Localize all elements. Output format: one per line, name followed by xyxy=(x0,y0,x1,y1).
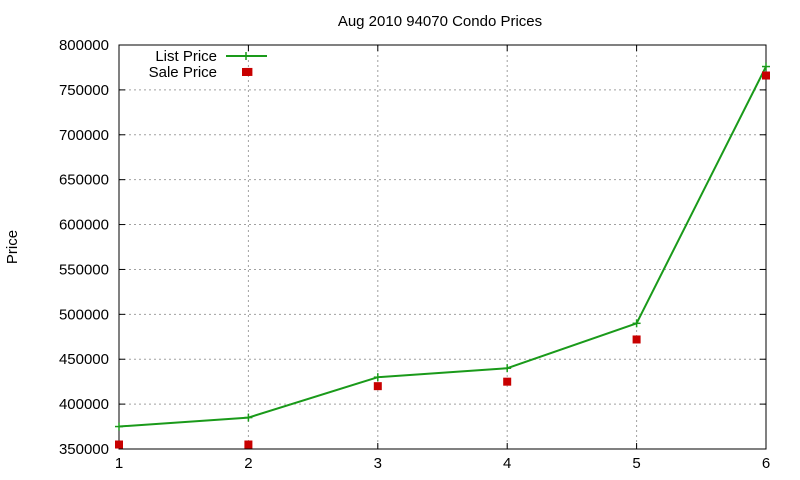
data-point xyxy=(632,335,641,344)
y-tick-labels: 350000 400000 450000 500000 550000 600000 6500… xyxy=(59,37,109,458)
y-axis-label: Price xyxy=(4,230,21,264)
legend-label: List Price xyxy=(155,48,217,65)
data-point xyxy=(115,422,123,431)
x-tick-labels: 1 2 3 4 5 6 xyxy=(115,455,770,472)
legend-marker xyxy=(242,52,250,60)
x-tick-label: 6 xyxy=(762,455,770,472)
data-point xyxy=(244,413,253,422)
series-line xyxy=(118,66,767,428)
y-tick-label: 750000 xyxy=(59,82,109,99)
axis-ticks xyxy=(118,44,767,450)
data-point xyxy=(762,71,770,80)
data-point xyxy=(503,377,512,386)
data-point xyxy=(762,62,770,71)
plot-frame xyxy=(118,44,767,450)
data-point xyxy=(503,364,512,373)
plot-border xyxy=(118,44,767,450)
data-point xyxy=(244,440,253,449)
x-tick-label: 1 xyxy=(115,455,123,472)
data-point xyxy=(632,319,641,328)
y-tick-label: 700000 xyxy=(59,127,109,144)
y-tick-label: 650000 xyxy=(59,172,109,189)
chart-title: Aug 2010 94070 Condo Prices xyxy=(338,13,542,30)
y-tick-label: 350000 xyxy=(59,441,109,458)
data-point xyxy=(373,382,382,391)
series-list-price xyxy=(115,62,770,431)
data-point xyxy=(373,373,382,382)
legend-marker xyxy=(242,68,250,76)
grid-lines xyxy=(119,45,766,449)
y-tick-label: 550000 xyxy=(59,261,109,278)
y-tick-label: 450000 xyxy=(59,351,109,368)
x-tick-label: 5 xyxy=(632,455,640,472)
y-tick-label: 500000 xyxy=(59,306,109,323)
legend-label: Sale Price xyxy=(149,64,217,81)
y-tick-label: 800000 xyxy=(59,37,109,54)
y-tick-label: 400000 xyxy=(59,396,109,413)
data-series xyxy=(115,62,770,449)
x-tick-label: 2 xyxy=(244,455,252,472)
x-tick-label: 4 xyxy=(503,455,511,472)
data-point xyxy=(115,440,123,449)
series-sale-price xyxy=(115,67,770,449)
y-tick-label: 600000 xyxy=(59,217,109,234)
x-tick-label: 3 xyxy=(374,455,382,472)
